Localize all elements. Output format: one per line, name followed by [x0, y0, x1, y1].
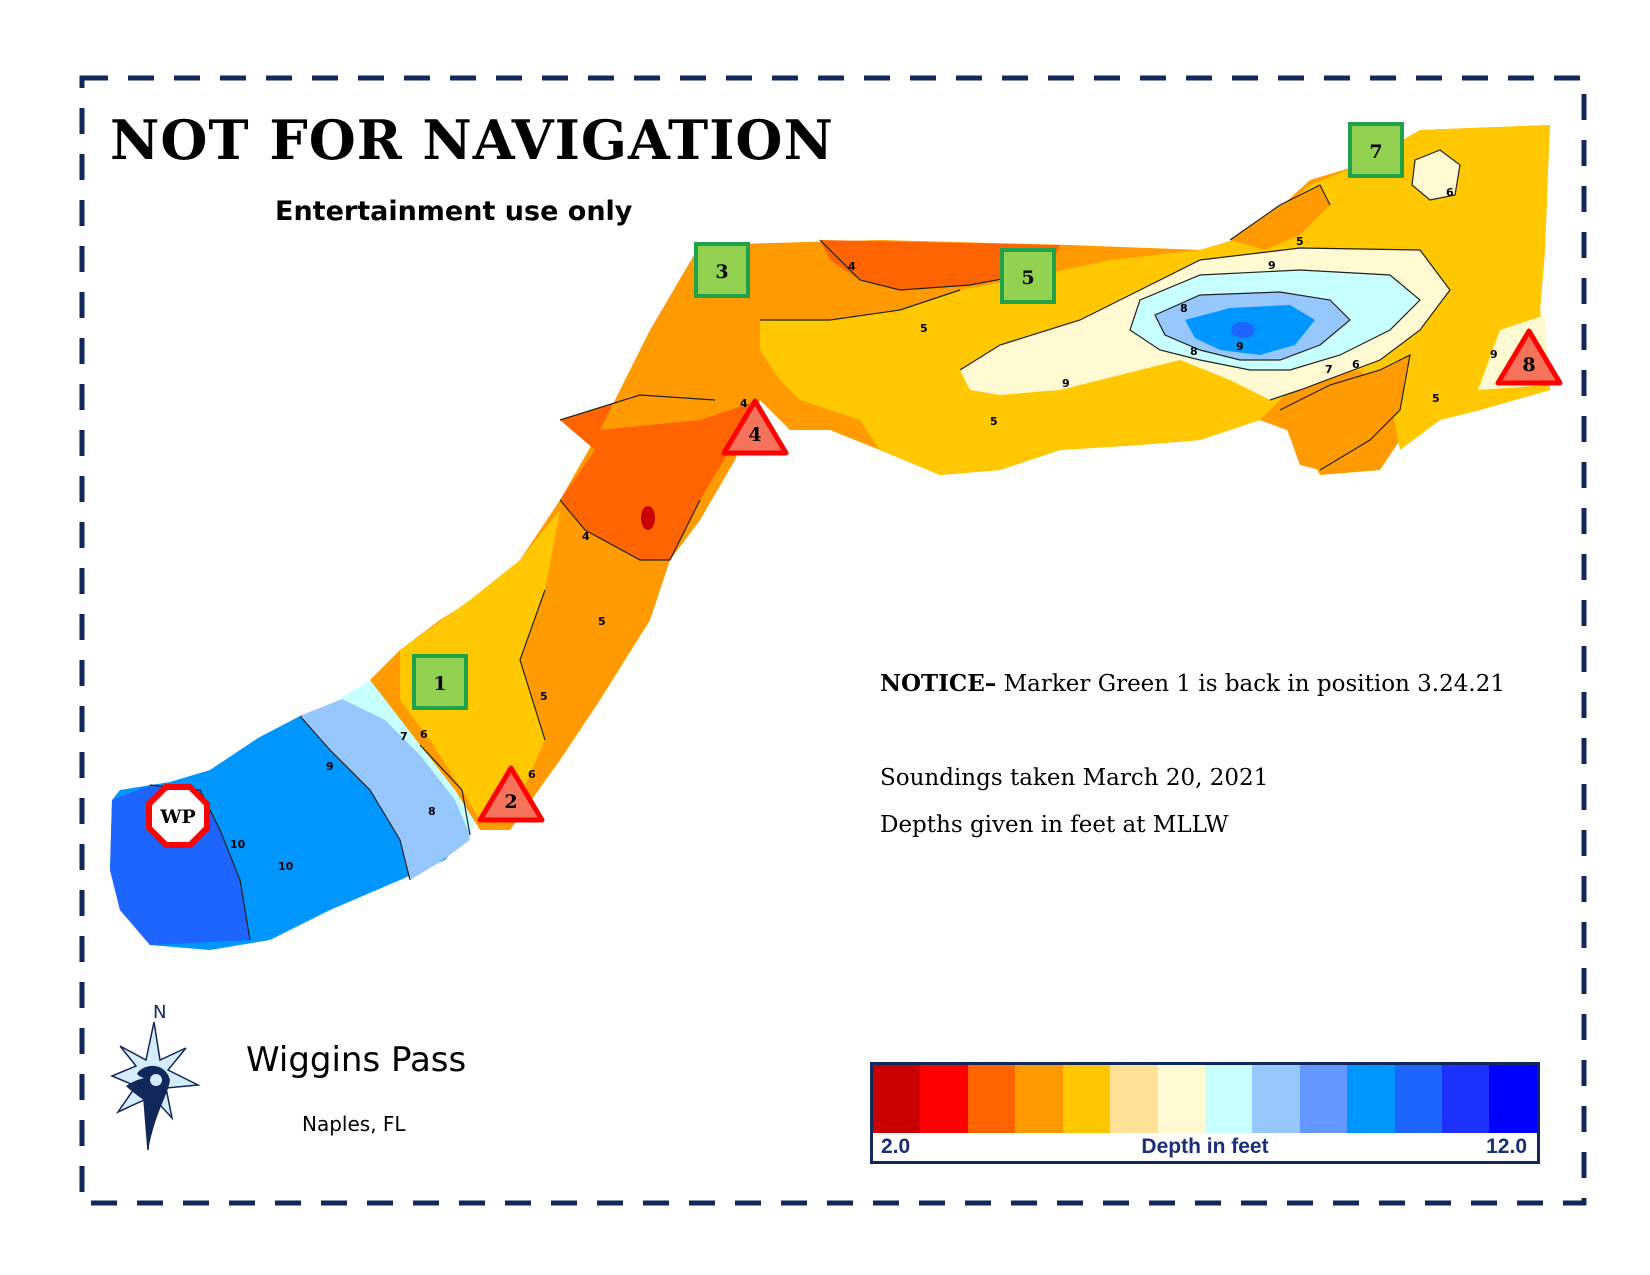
legend-swatch — [1204, 1065, 1253, 1133]
contour-label: 5 — [540, 690, 548, 703]
legend-swatch — [873, 1065, 921, 1133]
depth-region-pale-ne — [1412, 150, 1460, 200]
contour-label: 6 — [420, 728, 428, 741]
contour-label: 9 — [1268, 259, 1276, 272]
legend-swatch — [1252, 1065, 1300, 1133]
contour-label: 5 — [990, 415, 998, 428]
legend-swatch — [1347, 1065, 1395, 1133]
contour-label: 4 — [740, 397, 748, 410]
marker-red-8: 8 — [1495, 328, 1563, 386]
marker-green-1: 1 — [412, 654, 468, 710]
depth-region-deepest-west — [110, 785, 250, 945]
legend-swatch — [920, 1065, 968, 1133]
contour-label: 9 — [1062, 377, 1070, 390]
svg-text:8: 8 — [1522, 354, 1535, 376]
legend-swatch — [967, 1065, 1016, 1133]
page-subtitle: Entertainment use only — [275, 196, 633, 227]
depth-region-shoal-spot — [641, 506, 655, 530]
depth-region-shoal-ne — [1230, 185, 1330, 250]
svg-text:2: 2 — [504, 791, 517, 813]
depth-datum: Depths given in feet at MLLW — [880, 812, 1229, 838]
contour-lines — [149, 149, 1461, 941]
contour-label: 6 — [1352, 358, 1360, 371]
soundings-date: Soundings taken March 20, 2021 — [880, 765, 1269, 791]
contour-label: 5 — [920, 322, 928, 335]
legend-swatch — [1157, 1065, 1205, 1133]
place-name: Wiggins Pass — [246, 1040, 467, 1080]
depth-region-blue-band — [300, 690, 470, 880]
contour-label: 9 — [326, 760, 334, 773]
contour-label-group: 10 10 9 8 7 6 6 5 5 4 4 4 5 5 9 8 8 9 7 … — [230, 186, 1498, 873]
svg-text:N: N — [153, 1002, 166, 1023]
notice-body: Marker Green 1 is back in position 3.24.… — [1003, 671, 1505, 697]
contour-label: 4 — [582, 530, 590, 543]
legend-title: Depth in feet — [1141, 1135, 1269, 1158]
contour-label: 9 — [1236, 340, 1244, 353]
legend-swatch — [1489, 1065, 1537, 1133]
contour-label: 5 — [1296, 235, 1304, 248]
marker-green-7: 7 — [1348, 122, 1404, 178]
svg-text:5: 5 — [1021, 267, 1034, 289]
legend-swatch — [1442, 1065, 1490, 1133]
depth-region-shoal-east — [1280, 355, 1410, 470]
legend-swatch — [1110, 1065, 1158, 1133]
depth-region-deepest-east — [1231, 322, 1255, 338]
page-title: NOT FOR NAVIGATION — [110, 108, 834, 172]
legend-max-label: 12.0 — [1486, 1135, 1527, 1158]
svg-text:4: 4 — [748, 424, 761, 446]
marker-red-4: 4 — [721, 398, 789, 456]
depth-region-yellow-strip — [400, 510, 560, 820]
depth-legend: 2.0 Depth in feet 12.0 — [870, 1062, 1540, 1164]
contour-label: 7 — [400, 730, 408, 743]
contour-label: 8 — [1190, 345, 1198, 358]
contour-label: 10 — [278, 860, 294, 873]
legend-swatch — [1015, 1065, 1063, 1133]
contour-label: 5 — [1432, 392, 1440, 405]
legend-swatch — [1062, 1065, 1111, 1133]
contour-label: 4 — [848, 260, 856, 273]
contour-label: 6 — [1446, 186, 1454, 199]
contour-label: 5 — [598, 615, 606, 628]
notice-label: NOTICE– — [880, 670, 997, 697]
contour-label: 8 — [1180, 302, 1188, 315]
notice-text: NOTICE– Marker Green 1 is back in positi… — [880, 670, 1505, 697]
legend-color-scale — [873, 1065, 1537, 1133]
marker-green-3: 3 — [694, 242, 750, 298]
contour-label: 6 — [528, 768, 536, 781]
marker-red-2: 2 — [477, 765, 545, 823]
svg-text:7: 7 — [1369, 141, 1382, 163]
marker-wp: WP — [146, 784, 210, 848]
depth-region-shoal-mid — [560, 395, 760, 560]
svg-text:1: 1 — [433, 673, 446, 695]
place-city: Naples, FL — [302, 1112, 406, 1136]
contour-label: 10 — [230, 838, 246, 851]
marker-green-5: 5 — [1000, 248, 1056, 304]
compass-rose-icon: N — [110, 1002, 201, 1150]
contour-label: 8 — [428, 805, 436, 818]
svg-text:3: 3 — [715, 261, 728, 283]
legend-swatch — [1394, 1065, 1443, 1133]
contour-label: 9 — [1490, 348, 1498, 361]
legend-min-label: 2.0 — [881, 1135, 911, 1158]
legend-swatch — [1299, 1065, 1348, 1133]
contour-label: 7 — [1325, 363, 1333, 376]
svg-text:WP: WP — [159, 806, 196, 828]
